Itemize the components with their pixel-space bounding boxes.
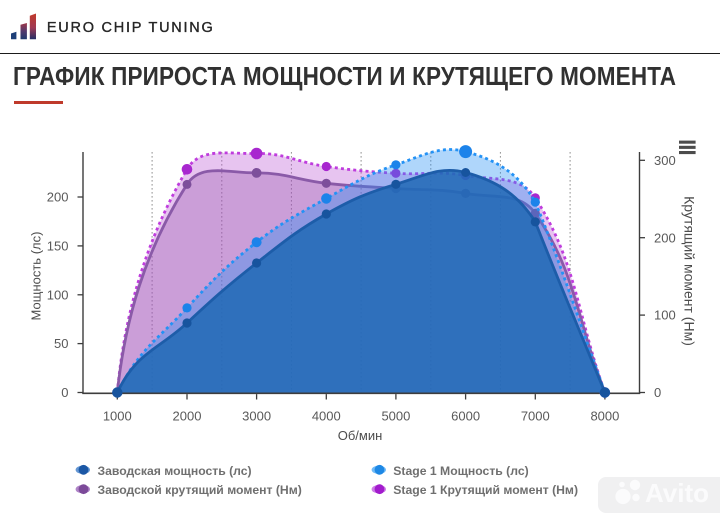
svg-text:0: 0 [61,385,68,400]
svg-text:200: 200 [654,230,676,245]
svg-text:Об/мин: Об/мин [338,428,383,443]
svg-text:3000: 3000 [242,408,271,423]
svg-text:1000: 1000 [103,408,132,423]
svg-text:6000: 6000 [451,408,480,423]
svg-text:5000: 5000 [381,408,410,423]
svg-text:0: 0 [654,385,661,400]
svg-text:300: 300 [654,153,676,168]
svg-text:150: 150 [47,239,69,254]
svg-text:50: 50 [54,336,68,351]
svg-text:200: 200 [47,190,69,205]
svg-text:4000: 4000 [312,408,341,423]
svg-text:2000: 2000 [173,408,202,423]
svg-text:Крутящий момент (Нм): Крутящий момент (Нм) [682,196,698,346]
svg-text:Мощность (лс): Мощность (лс) [29,232,44,321]
svg-text:7000: 7000 [521,408,550,423]
svg-text:Avito: Avito [645,478,709,508]
svg-text:100: 100 [47,287,69,302]
svg-text:100: 100 [654,308,676,323]
svg-text:8000: 8000 [590,408,619,423]
